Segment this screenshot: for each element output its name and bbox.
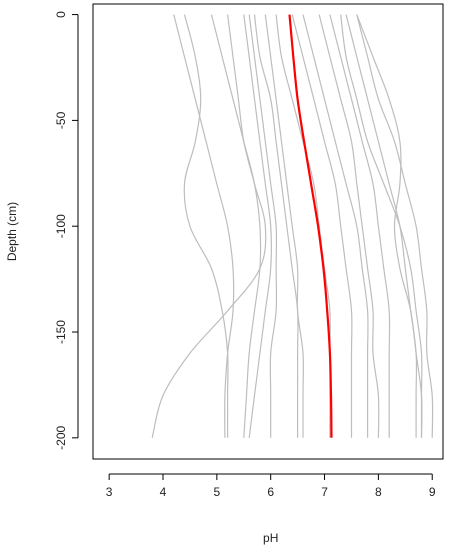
profile-line-14 (291, 14, 353, 438)
mean-line-layer (288, 14, 333, 438)
y-tick-label: 0 (54, 11, 68, 18)
profile-lines (151, 14, 434, 438)
y-axis: 0 -50 -100 -150 -200 (54, 11, 79, 450)
profile-line-5 (243, 14, 272, 438)
x-axis: 3 4 5 6 7 8 9 (106, 473, 436, 499)
x-tick-label: 5 (214, 485, 221, 499)
profile-line-3 (151, 14, 267, 438)
profile-line-16 (248, 14, 278, 438)
x-axis-title: pH (263, 531, 278, 545)
y-tick-label: -100 (54, 214, 68, 238)
profile-line-17 (340, 14, 423, 438)
y-axis-title: Depth (cm) (5, 202, 19, 261)
profile-line-15 (318, 14, 380, 438)
x-tick-label: 3 (106, 485, 113, 499)
profile-line-11 (356, 14, 434, 438)
y-tick-label: -200 (54, 426, 68, 450)
x-tick-label: 6 (267, 485, 274, 499)
x-tick-label: 4 (160, 485, 167, 499)
profile-line-9 (329, 14, 391, 438)
profile-line-12 (356, 14, 423, 438)
x-tick-label: 7 (321, 485, 328, 499)
x-tick-label: 8 (375, 485, 382, 499)
profile-line-8 (302, 14, 369, 438)
profile-line-1 (173, 14, 235, 438)
profile-line-4 (210, 14, 262, 438)
profile-line-13 (264, 14, 304, 438)
profile-line-2 (183, 14, 229, 438)
y-tick-label: -50 (54, 111, 68, 129)
mean-line (288, 14, 333, 438)
plot-frame (92, 3, 444, 460)
x-tick-label: 9 (429, 485, 436, 499)
y-tick-label: -150 (54, 320, 68, 344)
profile-line-6 (253, 14, 299, 438)
